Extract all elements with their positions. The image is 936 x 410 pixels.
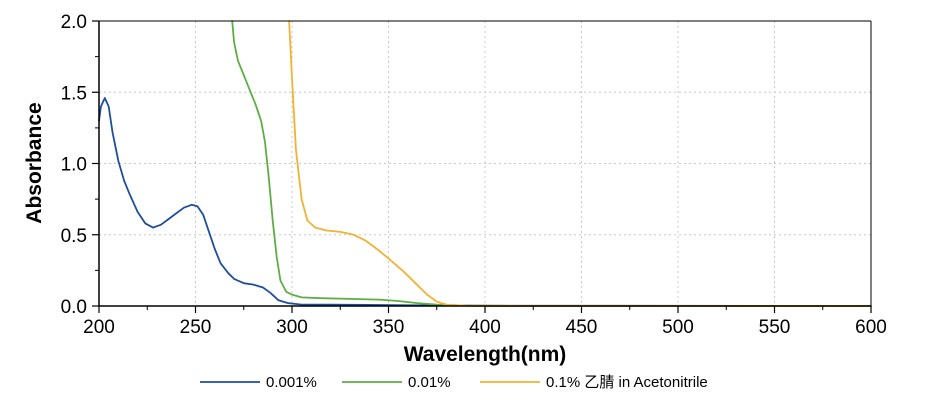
y-tick-label: 2.0 — [61, 12, 87, 33]
x-tick-label: 350 — [373, 317, 405, 338]
legend-label-1: 0.001% — [266, 374, 317, 391]
y-tick-label: 0.5 — [61, 226, 87, 247]
legend-label-2: 0.01% — [408, 374, 451, 391]
x-tick-label: 500 — [662, 317, 694, 338]
series-line-2 — [231, 20, 872, 307]
x-tick-label: 550 — [759, 317, 791, 338]
y-tick-label: 1.0 — [61, 155, 87, 176]
x-axis-title: Wavelength(nm) — [404, 343, 567, 366]
y-axis-title: Absorbance — [23, 102, 46, 223]
x-tick-label: 400 — [469, 317, 501, 338]
grid-lines — [99, 21, 871, 306]
x-tick-label: 450 — [566, 317, 598, 338]
y-tick-label: 0.0 — [61, 297, 87, 318]
series-line-3 — [288, 20, 872, 307]
series-lines — [98, 20, 872, 307]
y-tick-label: 1.5 — [61, 83, 87, 104]
x-tick-label: 200 — [83, 317, 115, 338]
x-tick-label: 300 — [276, 317, 308, 338]
axis-ticks: 200 250 300 350 400 450 500 550 600 0.0 0.5 1.0 1.5 2… — [61, 12, 887, 338]
legend-label-3: 0.1% 乙腈 in Acetonitrile — [546, 374, 708, 391]
x-tick-label: 600 — [855, 317, 887, 338]
legend: 0.001% 0.01% 0.1% 乙腈 in Acetonitrile — [200, 374, 708, 391]
x-tick-label: 250 — [180, 317, 212, 338]
series-line-1 — [98, 97, 872, 307]
